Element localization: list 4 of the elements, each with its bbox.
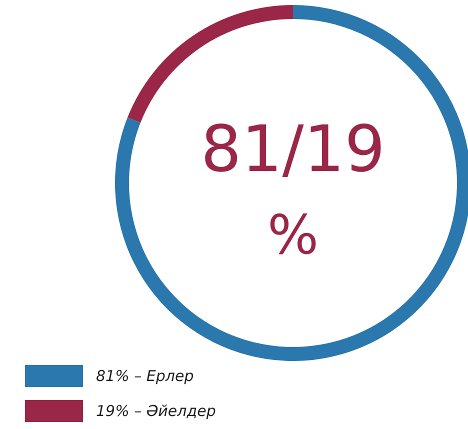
text: 81/19: [200, 113, 386, 187]
legend-label: 19% – Әйелдер: [96, 402, 216, 420]
text: %: [267, 204, 319, 266]
legend-label: 81% – Ерлер: [96, 367, 194, 385]
